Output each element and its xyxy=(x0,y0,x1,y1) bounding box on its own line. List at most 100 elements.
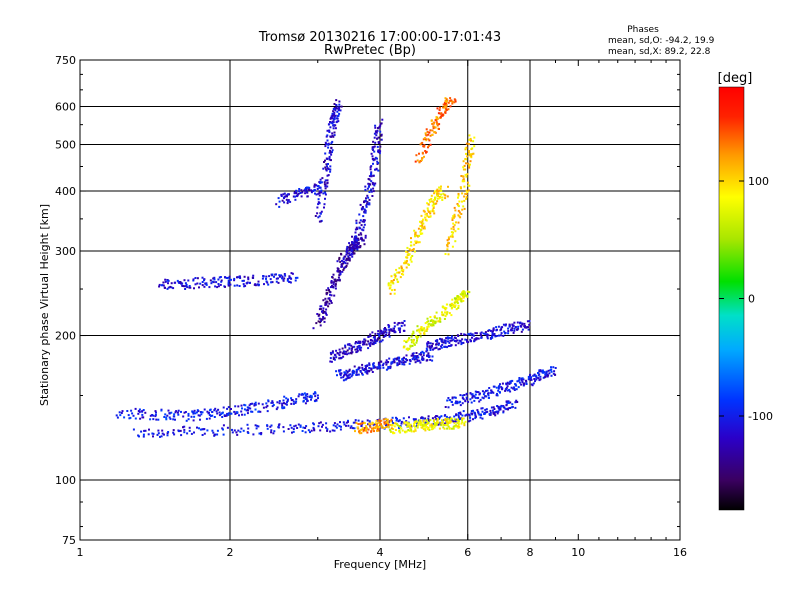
data-point xyxy=(491,333,494,336)
data-point xyxy=(270,429,273,432)
data-point xyxy=(393,321,396,324)
data-point xyxy=(182,415,185,418)
data-point xyxy=(496,392,498,395)
data-point xyxy=(521,323,524,326)
data-point xyxy=(550,370,553,373)
data-point xyxy=(430,119,433,122)
data-point xyxy=(455,340,458,343)
data-point xyxy=(428,198,431,201)
data-point xyxy=(303,189,306,192)
data-point xyxy=(450,99,453,102)
x-tick-label: 2 xyxy=(227,546,234,559)
data-point xyxy=(439,187,442,190)
data-point xyxy=(537,374,540,377)
data-point xyxy=(453,422,456,425)
data-point xyxy=(228,275,231,278)
data-point xyxy=(320,318,323,321)
data-point xyxy=(362,340,364,343)
data-point xyxy=(538,369,541,372)
data-point xyxy=(466,191,469,193)
data-point xyxy=(403,324,406,327)
data-point xyxy=(446,417,449,420)
data-point xyxy=(254,403,257,406)
data-point xyxy=(329,351,332,354)
data-point xyxy=(372,190,375,193)
data-point xyxy=(268,275,271,278)
data-point xyxy=(445,415,448,418)
data-point xyxy=(364,234,367,237)
data-point xyxy=(412,356,415,359)
data-point xyxy=(375,131,378,134)
data-point xyxy=(429,200,432,203)
data-point xyxy=(142,416,145,419)
data-point xyxy=(433,347,436,350)
data-point xyxy=(322,299,325,302)
data-point xyxy=(420,326,423,329)
data-point xyxy=(216,433,219,436)
data-point xyxy=(446,427,449,430)
data-point xyxy=(409,258,412,261)
data-point xyxy=(530,378,533,381)
data-point xyxy=(491,409,494,412)
data-point xyxy=(547,374,550,377)
data-point xyxy=(362,430,365,433)
data-point xyxy=(511,403,514,406)
data-point xyxy=(378,335,381,338)
data-point xyxy=(453,224,456,227)
data-point xyxy=(416,325,419,328)
data-point xyxy=(464,333,467,336)
data-point xyxy=(354,421,357,424)
data-point xyxy=(377,429,380,432)
data-point xyxy=(500,334,502,337)
data-point xyxy=(234,412,237,415)
data-point xyxy=(505,388,508,390)
data-point xyxy=(328,302,331,305)
data-point xyxy=(258,432,261,435)
data-point xyxy=(257,410,260,413)
data-point xyxy=(366,200,369,203)
y-tick-label: 750 xyxy=(55,54,76,67)
data-point xyxy=(458,417,460,420)
data-point xyxy=(200,413,203,416)
data-point xyxy=(149,414,152,417)
data-point xyxy=(513,327,516,330)
data-point xyxy=(468,143,470,146)
data-point xyxy=(378,340,381,343)
data-point xyxy=(187,279,190,282)
data-point xyxy=(333,294,336,297)
data-point xyxy=(359,245,362,247)
data-point xyxy=(231,431,234,434)
data-point xyxy=(362,229,365,232)
data-point xyxy=(445,424,448,427)
data-point xyxy=(447,425,450,428)
data-point xyxy=(552,372,555,375)
data-point xyxy=(123,416,126,419)
data-point xyxy=(391,330,394,332)
data-point xyxy=(369,168,372,171)
data-point xyxy=(473,136,476,139)
data-point xyxy=(394,276,397,279)
data-point xyxy=(294,195,296,198)
data-point xyxy=(393,360,396,362)
data-point xyxy=(212,431,215,434)
data-point xyxy=(242,429,245,432)
data-point xyxy=(445,337,448,340)
data-point xyxy=(203,285,206,288)
data-point xyxy=(469,398,472,401)
data-point xyxy=(405,420,408,423)
data-point xyxy=(331,151,333,154)
data-point xyxy=(315,398,318,401)
data-point xyxy=(502,334,505,337)
data-point xyxy=(379,124,382,127)
data-point xyxy=(425,139,428,142)
data-point xyxy=(364,368,367,370)
data-point xyxy=(349,426,352,429)
data-point xyxy=(285,397,288,400)
data-point xyxy=(431,129,434,132)
data-point xyxy=(450,337,453,339)
data-point xyxy=(313,188,316,191)
data-point xyxy=(332,121,335,124)
data-point xyxy=(492,406,495,409)
data-point xyxy=(239,277,242,279)
